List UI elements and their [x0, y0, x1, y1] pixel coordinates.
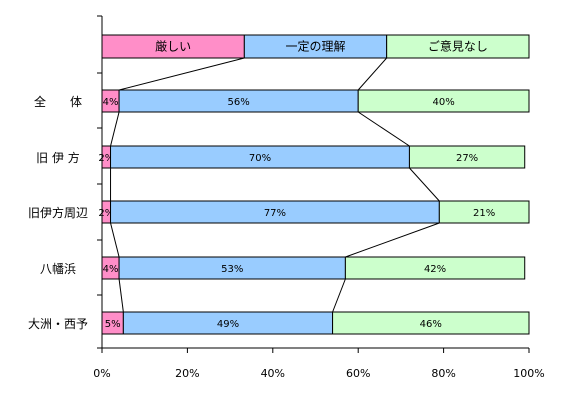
bar-3-3	[438, 200, 530, 224]
data-label-1-1: 4%	[103, 97, 119, 108]
bar-4-3	[344, 256, 526, 280]
data-label-3-1: 2%	[98, 208, 114, 219]
legend-label-3: ご意見なし	[428, 39, 488, 54]
series-line-1-1	[110, 111, 120, 147]
data-label-1-2: 56%	[228, 97, 250, 108]
bars: 4% 56% 40% 2% 70% 27% 2% 77% 21% 4% 53% 42% 5% 49% 46%	[98, 89, 530, 335]
category-label-4: 八幡浜	[40, 261, 76, 276]
data-label-4-3: 42%	[424, 264, 446, 275]
legend-label-1: 厳しい	[155, 40, 191, 54]
category-label-1: 全 体	[34, 94, 82, 109]
x-tick-label-4: 60%	[346, 367, 370, 380]
category-label-3: 旧伊方周辺	[28, 205, 88, 220]
series-line-2-3	[345, 222, 440, 258]
x-tick-label-1: 0%	[93, 367, 110, 380]
data-label-3-3: 21%	[473, 208, 495, 219]
x-tick-label-3: 40%	[261, 367, 285, 380]
data-label-5-3: 46%	[420, 319, 442, 330]
category-label-2: 旧 伊 方	[36, 150, 80, 165]
legend-label-2: 一定の理解	[285, 39, 345, 54]
data-label-1-3: 40%	[432, 97, 454, 108]
legend: 厳しい 一定の理解 ご意見なし	[101, 34, 530, 59]
series-line-1-4	[118, 278, 124, 313]
bar-2-3	[408, 145, 526, 169]
data-label-4-1: 4%	[103, 264, 119, 275]
x-tick-label-6: 100%	[513, 367, 544, 380]
x-tick-label-5: 80%	[431, 367, 455, 380]
data-label-3-2: 77%	[264, 208, 286, 219]
legend-swatch-3	[386, 34, 530, 59]
data-label-5-2: 49%	[217, 319, 239, 330]
x-tick-label-2: 20%	[175, 367, 199, 380]
x-axis: 0% 20% 40% 60% 80% 100%	[93, 347, 545, 380]
series-line-2-2	[409, 167, 440, 202]
series-line-2-4	[332, 278, 346, 313]
data-label-2-2: 70%	[249, 153, 271, 164]
series-line-legend-1	[118, 57, 245, 91]
category-label-5: 大洲・西予	[28, 317, 88, 331]
series-line-legend-2	[357, 57, 388, 91]
data-label-4-2: 53%	[221, 264, 243, 275]
series-lines	[110, 57, 440, 313]
series-line-1-3	[110, 222, 120, 258]
data-label-2-3: 27%	[456, 153, 478, 164]
data-label-5-1: 5%	[105, 319, 121, 330]
bar-1-3	[357, 89, 530, 113]
data-label-2-1: 2%	[98, 153, 114, 164]
series-line-2-1	[357, 111, 410, 147]
bar-5-3	[332, 311, 530, 335]
